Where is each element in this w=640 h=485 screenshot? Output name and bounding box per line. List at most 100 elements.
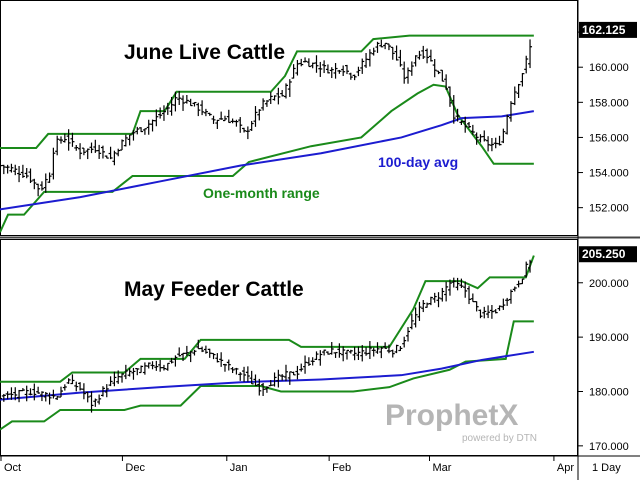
top-price-bar: [364, 53, 369, 68]
top-price-bar: [55, 135, 60, 156]
bottom-price-bar: [234, 367, 239, 375]
bottom-price-bar: [360, 345, 365, 362]
top-price-bar: [226, 109, 231, 124]
bottom-price-bar: [59, 386, 64, 398]
bottom-price-bar: [139, 365, 144, 374]
bottom-price-bar: [120, 373, 125, 383]
top-price-bar: [295, 59, 300, 76]
top-price-bar: [520, 73, 525, 87]
x-tick-label: Mar: [432, 462, 451, 474]
bottom-price-bar: [337, 343, 342, 358]
bottom-price-bar: [303, 355, 308, 374]
top-price-bar: [165, 102, 170, 115]
top-price-bar: [367, 49, 372, 67]
top-price-bar: [425, 48, 430, 64]
bottom-price-bar: [192, 349, 197, 356]
top-range-high-line: [0, 34, 534, 149]
top-price-bar: [478, 134, 483, 143]
top-price-bar: [341, 65, 346, 77]
bottom-price-bar: [104, 384, 109, 398]
top-range-low-line: [0, 83, 534, 233]
bottom-price-bar: [161, 364, 166, 371]
top-price-bar: [528, 39, 533, 69]
top-price-bar: [161, 105, 166, 121]
top-price-bar: [360, 58, 365, 74]
bottom-price-bar: [1, 393, 6, 402]
top-price-bar: [444, 74, 449, 90]
top-price-bar: [402, 61, 407, 84]
top-price-bar: [222, 115, 227, 122]
top-price-bar: [39, 181, 44, 191]
top-price-bar: [451, 95, 456, 124]
top-price-bar: [116, 148, 121, 157]
top-price-bar: [337, 69, 342, 74]
bottom-price-bar: [78, 382, 83, 391]
bottom-price-bar: [150, 361, 155, 370]
top-price-bar: [264, 100, 269, 107]
bottom-price-bar: [348, 349, 353, 354]
top-price-bar: [249, 120, 254, 131]
bottom-price-bar: [486, 305, 491, 319]
top-price-bar: [505, 114, 510, 135]
bottom-price-bar: [188, 351, 193, 363]
bottom-price-bar: [299, 363, 304, 372]
watermark: ProphetX powered by DTN: [385, 399, 537, 444]
top-price-bar: [489, 137, 494, 152]
bottom-price-bar: [230, 367, 235, 374]
bottom-price-bar: [200, 346, 205, 353]
bottom-price-bar: [81, 383, 86, 400]
bottom-price-bar: [222, 363, 227, 372]
bottom-price-bar: [135, 367, 140, 376]
bottom-price-bar: [345, 349, 350, 360]
average-annotation: 100-day avg: [378, 154, 458, 170]
top-price-bar: [242, 127, 247, 133]
top-price-bar: [467, 121, 472, 129]
top-price-bar: [345, 64, 350, 75]
top-price-bar: [413, 55, 418, 67]
bottom-price-bar: [322, 349, 327, 356]
top-price-bar: [36, 183, 41, 197]
top-price-bar: [135, 126, 140, 135]
top-price-bar: [78, 143, 83, 160]
x-tick-label: Dec: [125, 462, 145, 474]
top-last-price-label: 162.125: [582, 23, 626, 37]
top-price-bar: [318, 61, 323, 77]
bottom-price-bar: [291, 371, 296, 376]
top-y-tick-label: 158.000: [589, 97, 629, 109]
bottom-price-bar: [478, 309, 483, 319]
top-price-bar: [131, 130, 136, 141]
top-price-bar: [181, 95, 186, 111]
top-price-bar: [501, 128, 506, 144]
top-price-bar: [524, 55, 529, 74]
x-tick-label: Jan: [230, 462, 248, 474]
bottom-price-bar: [146, 362, 151, 369]
bottom-price-bar: [43, 391, 48, 402]
top-price-bar: [158, 107, 163, 119]
top-price-bar: [142, 128, 147, 135]
bottom-price-bar: [367, 341, 372, 360]
top-price-bar: [100, 145, 105, 159]
bottom-y-tick-label: 190.000: [589, 332, 629, 344]
bottom-price-bar: [425, 302, 430, 308]
bottom-y-tick-label: 170.000: [589, 441, 629, 453]
top-price-bar: [329, 67, 334, 79]
bottom-price-bar: [112, 371, 117, 387]
bottom-price-bar: [352, 346, 357, 361]
top-price-bar: [516, 83, 521, 98]
bottom-price-bar: [249, 370, 254, 385]
top-price-bar: [333, 63, 338, 79]
top-price-bar: [470, 124, 475, 135]
range-annotation: One-month range: [203, 185, 320, 201]
bottom-price-bar: [470, 293, 475, 303]
bottom-price-bar: [318, 350, 323, 366]
bottom-price-bar: [333, 351, 338, 358]
bottom-price-bar: [524, 261, 529, 278]
bottom-price-bar: [329, 342, 334, 355]
top-y-tick-label: 160.000: [589, 62, 629, 74]
top-price-bar: [291, 64, 296, 79]
top-price-bar: [447, 86, 452, 107]
top-price-bar: [238, 117, 243, 133]
bottom-price-bar: [474, 301, 479, 312]
bottom-price-bar: [211, 352, 216, 360]
